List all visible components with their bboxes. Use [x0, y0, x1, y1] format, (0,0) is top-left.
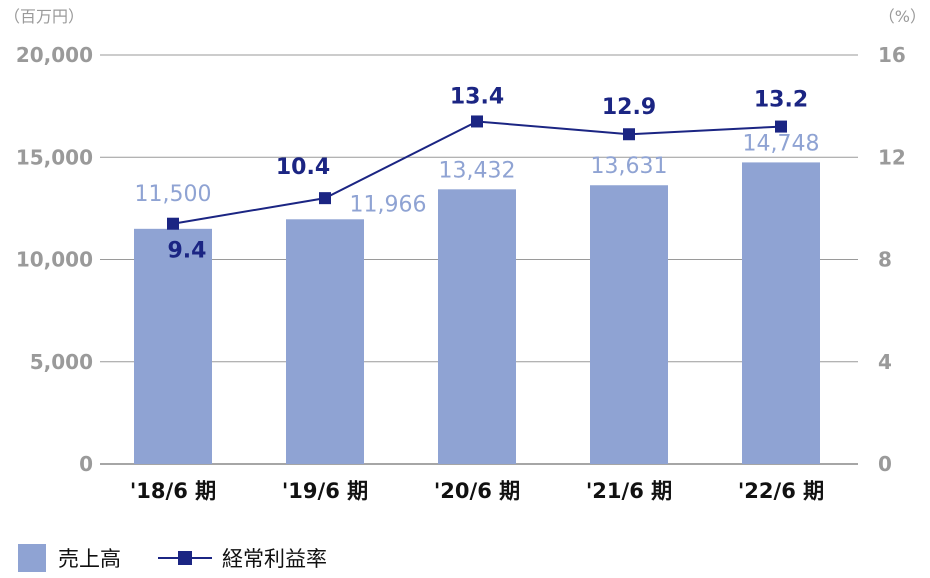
left-tick-label: 0 — [79, 452, 93, 476]
legend: 売上高 経常利益率 — [18, 544, 327, 572]
line-series — [167, 115, 787, 230]
x-tick-label: '21/6 期 — [586, 479, 672, 503]
left-tick-label: 10,000 — [16, 248, 93, 272]
bar-value-label: 13,631 — [591, 154, 668, 179]
right-tick-label: 12 — [878, 145, 906, 169]
line-value-label: 12.9 — [602, 95, 656, 120]
legend-swatch-sales — [18, 544, 46, 572]
line-value-label: 9.4 — [168, 239, 207, 264]
bar-value-label: 13,432 — [439, 158, 516, 183]
legend-label-margin: 経常利益率 — [222, 547, 327, 571]
bar-value-label: 14,748 — [743, 131, 820, 156]
right-tick-label: 16 — [878, 43, 906, 67]
bar-value-label: 11,966 — [350, 192, 427, 217]
right-tick-label: 0 — [878, 452, 892, 476]
bar — [590, 185, 668, 465]
line-marker — [319, 192, 331, 205]
right-axis-unit: （%） — [879, 7, 926, 26]
axes: 0 5,000 10,000 15,000 20,000 0 4 8 12 16 '18/6 期 '1… — [16, 43, 906, 503]
line-marker — [471, 115, 483, 128]
line-marker — [775, 120, 787, 133]
x-tick-label: '19/6 期 — [282, 479, 368, 503]
right-tick-label: 8 — [878, 248, 892, 272]
bar — [286, 219, 364, 464]
line-value-label: 13.4 — [450, 84, 504, 109]
line-marker — [167, 217, 179, 230]
bar-value-label: 11,500 — [135, 182, 212, 207]
bar-series — [134, 162, 820, 465]
x-tick-label: '20/6 期 — [434, 479, 520, 503]
line-value-label: 10.4 — [276, 155, 330, 180]
bar — [134, 228, 212, 464]
line-marker — [623, 128, 635, 141]
data-labels: 11,500 11,966 13,432 13,631 14,748 9.4 10.4 13.… — [135, 84, 820, 263]
legend-label-sales: 売上高 — [58, 547, 121, 571]
line-value-label: 13.2 — [754, 88, 808, 113]
right-tick-label: 4 — [878, 350, 892, 374]
left-tick-label: 5,000 — [30, 350, 93, 374]
left-tick-label: 15,000 — [16, 145, 93, 169]
bar — [438, 189, 516, 464]
x-tick-label: '18/6 期 — [130, 479, 216, 503]
x-tick-label: '22/6 期 — [738, 479, 824, 503]
bar — [742, 162, 820, 465]
legend-marker-margin — [178, 551, 192, 565]
left-tick-label: 20,000 — [16, 43, 93, 67]
left-axis-unit: （百万円） — [4, 7, 84, 26]
